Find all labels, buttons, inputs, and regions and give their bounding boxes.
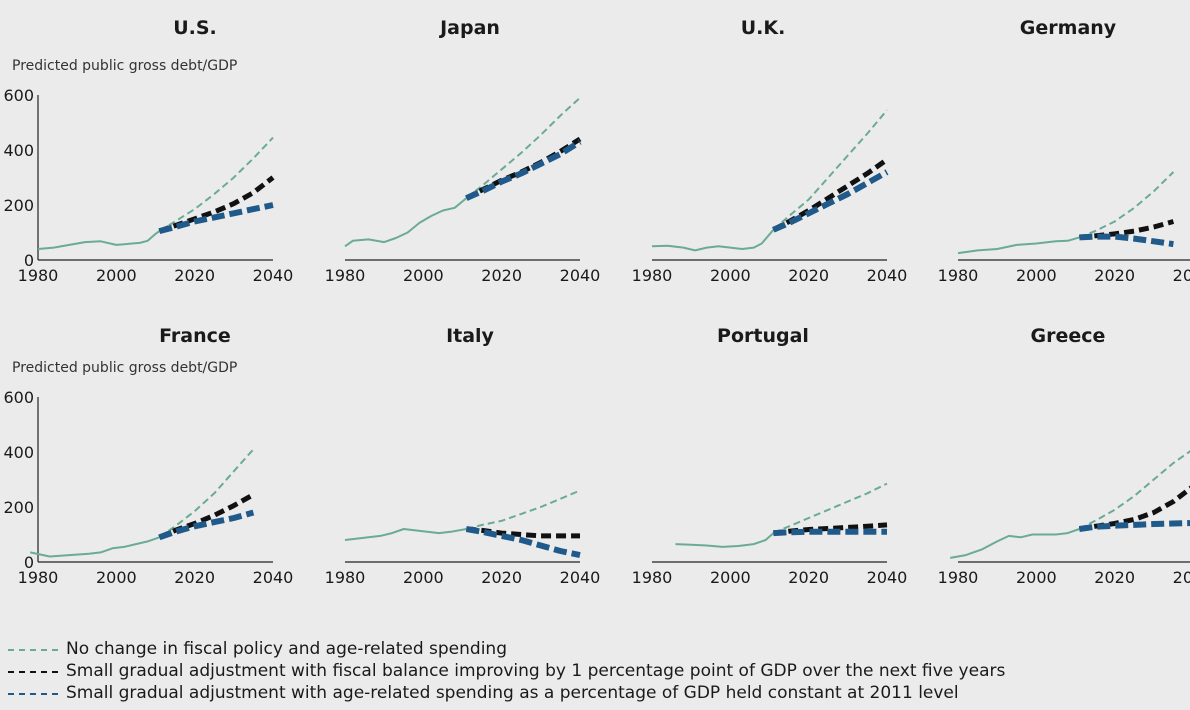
y-tick-label: 600 — [3, 388, 34, 407]
series-line-historical — [344, 528, 467, 541]
x-tick-label: 2040 — [867, 266, 908, 285]
series-line-adjustment — [1078, 485, 1190, 532]
series-line-historical — [29, 536, 160, 558]
series-line-age — [158, 509, 255, 541]
x-tick-label: 1980 — [938, 568, 979, 587]
series-line-historical — [344, 197, 468, 248]
y-axis-label: Predicted public gross debt/GDP — [12, 360, 237, 376]
series-line-historical — [675, 532, 775, 548]
chart-title-portugal: Portugal — [717, 325, 809, 347]
series-line-nochange — [466, 489, 581, 530]
chart-title-greece: Greece — [1031, 325, 1106, 347]
series-line-adjustment — [158, 175, 275, 234]
chart-title-italy: Italy — [446, 325, 494, 347]
x-tick-label: 1980 — [938, 266, 979, 285]
legend-label-age: Small gradual adjustment with age-relate… — [66, 683, 959, 703]
series-line-age — [772, 169, 889, 233]
x-tick-label: 2020 — [174, 568, 215, 587]
x-tick-label: 2040 — [867, 568, 908, 587]
series-line-nochange — [158, 136, 274, 232]
x-tick-label: 1980 — [325, 568, 366, 587]
x-tick-label: 2040 — [253, 568, 294, 587]
x-tick-label: 2020 — [1094, 266, 1135, 285]
panel-greece: Greece 1980 2000 2020 2040 — [938, 325, 1190, 587]
series-line-age — [773, 528, 887, 537]
chart-title-u-s: U.S. — [173, 17, 217, 39]
x-tick-label: 2000 — [96, 568, 137, 587]
x-tick-label: 1980 — [325, 266, 366, 285]
panel-germany: Germany 1980 2000 2020 2040 — [938, 17, 1190, 285]
x-tick-label: 1980 — [18, 568, 59, 587]
x-tick-label: 2020 — [788, 568, 829, 587]
series-line-historical — [37, 230, 160, 250]
series-line-nochange — [772, 109, 888, 231]
panel-france: France Predicted public gross debt/GDP 0 20… — [3, 325, 293, 587]
chart-title-germany: Germany — [1020, 17, 1117, 39]
y-tick-label: 0 — [24, 251, 34, 270]
x-tick-label: 2040 — [253, 266, 294, 285]
panel-portugal: Portugal 1980 2000 2020 2040 — [632, 325, 908, 587]
series-line-age — [1079, 233, 1174, 248]
series-line-historical — [957, 236, 1080, 255]
y-tick-label: 400 — [3, 443, 34, 462]
panel-italy: Italy 1980 2000 2020 2040 — [325, 325, 601, 587]
series-line-historical — [651, 229, 775, 252]
y-tick-label: 0 — [24, 553, 34, 572]
panel-u-s: U.S. Predicted public gross debt/GDP 0 200 4… — [3, 17, 293, 285]
legend-swatch-adjustment — [8, 671, 58, 673]
series-line-nochange — [158, 448, 255, 539]
x-tick-label: 2000 — [96, 266, 137, 285]
y-tick-label: 200 — [3, 196, 34, 215]
x-tick-label: 2000 — [403, 568, 444, 587]
series-line-age — [158, 202, 274, 235]
debt-projection-charts: U.S. Predicted public gross debt/GDP 0 200 4… — [3, 17, 1190, 587]
series-line-historical — [950, 528, 1080, 559]
x-tick-label: 1980 — [632, 568, 673, 587]
y-tick-label: 400 — [3, 141, 34, 160]
x-tick-label: 2020 — [174, 266, 215, 285]
x-tick-label: 2040 — [560, 266, 601, 285]
x-tick-label: 2040 — [560, 568, 601, 587]
series-line-adjustment — [466, 526, 580, 539]
series-line-age — [465, 526, 581, 559]
x-tick-label: 2020 — [1094, 568, 1135, 587]
x-tick-label: 2000 — [710, 266, 751, 285]
x-tick-label: 2000 — [1016, 266, 1057, 285]
series-line-age — [465, 139, 582, 201]
chart-title-france: France — [159, 325, 231, 347]
series-line-nochange — [773, 482, 888, 535]
chart-title-u-k: U.K. — [741, 17, 786, 39]
x-tick-label: 2040 — [1173, 266, 1190, 285]
x-tick-label: 1980 — [18, 266, 59, 285]
x-tick-label: 2000 — [710, 568, 751, 587]
series-line-nochange — [1078, 450, 1190, 530]
y-tick-label: 200 — [3, 498, 34, 517]
x-tick-label: 2020 — [481, 266, 522, 285]
legend-swatch-age — [8, 693, 58, 695]
panel-japan: Japan 1980 2000 2020 2040 — [325, 17, 601, 285]
x-tick-label: 1980 — [632, 266, 673, 285]
series-line-adjustment — [773, 522, 888, 536]
panel-u-k: U.K. 1980 2000 2020 2040 — [632, 17, 908, 285]
series-line-nochange — [1079, 171, 1175, 239]
legend-label-adjustment: Small gradual adjustment with fiscal bal… — [66, 661, 1006, 681]
series-line-nochange — [465, 97, 581, 199]
legend-label-nochange: No change in fiscal policy and age-relat… — [66, 639, 507, 659]
legend-swatch-nochange — [8, 649, 58, 651]
x-tick-label: 2000 — [403, 266, 444, 285]
x-tick-label: 2040 — [1173, 568, 1190, 587]
series-line-adjustment — [772, 157, 889, 233]
x-tick-label: 2000 — [1016, 568, 1057, 587]
y-axis-label: Predicted public gross debt/GDP — [12, 58, 237, 74]
y-tick-label: 600 — [3, 86, 34, 105]
series-line-adjustment — [158, 492, 255, 540]
x-tick-label: 2020 — [481, 568, 522, 587]
series-line-adjustment — [1079, 219, 1175, 240]
chart-title-japan: Japan — [438, 17, 500, 39]
x-tick-label: 2020 — [788, 266, 829, 285]
series-line-age — [1078, 520, 1190, 532]
